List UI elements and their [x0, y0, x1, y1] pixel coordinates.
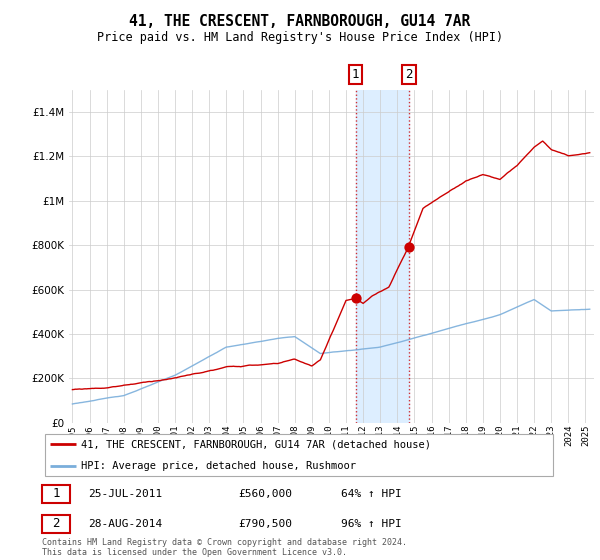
Text: £790,500: £790,500: [238, 519, 292, 529]
Text: HPI: Average price, detached house, Rushmoor: HPI: Average price, detached house, Rush…: [80, 461, 356, 471]
Point: [351, 294, 361, 303]
Text: 2: 2: [405, 68, 412, 81]
FancyBboxPatch shape: [42, 485, 70, 503]
Text: £560,000: £560,000: [238, 489, 292, 499]
Text: Contains HM Land Registry data © Crown copyright and database right 2024.
This d: Contains HM Land Registry data © Crown c…: [42, 538, 407, 557]
Text: 28-AUG-2014: 28-AUG-2014: [88, 519, 163, 529]
Text: 64% ↑ HPI: 64% ↑ HPI: [341, 489, 402, 499]
Point: [404, 242, 413, 251]
FancyBboxPatch shape: [42, 515, 70, 533]
Text: 25-JUL-2011: 25-JUL-2011: [88, 489, 163, 499]
Bar: [356, 90, 409, 423]
Text: 96% ↑ HPI: 96% ↑ HPI: [341, 519, 402, 529]
Text: Price paid vs. HM Land Registry's House Price Index (HPI): Price paid vs. HM Land Registry's House …: [97, 31, 503, 44]
Text: 41, THE CRESCENT, FARNBOROUGH, GU14 7AR: 41, THE CRESCENT, FARNBOROUGH, GU14 7AR: [130, 14, 470, 29]
Text: 1: 1: [52, 487, 60, 501]
Text: 1: 1: [352, 68, 359, 81]
Text: 41, THE CRESCENT, FARNBOROUGH, GU14 7AR (detached house): 41, THE CRESCENT, FARNBOROUGH, GU14 7AR …: [80, 439, 431, 449]
Text: 2: 2: [52, 517, 60, 530]
FancyBboxPatch shape: [44, 433, 553, 477]
